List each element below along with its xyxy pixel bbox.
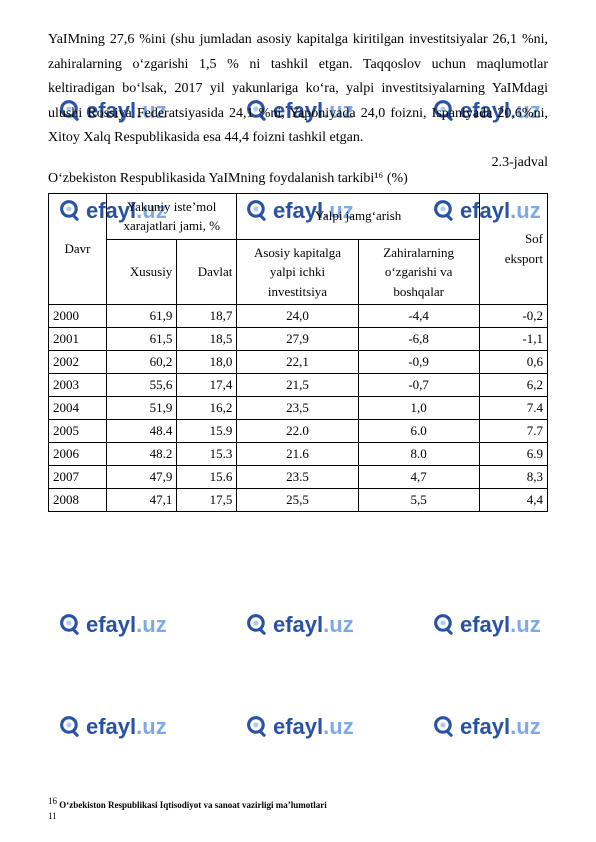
cell-zah: -0,9 (358, 351, 479, 374)
table-row: 200355,617,421,5-0,76,2 (49, 374, 548, 397)
cell-xus: 47,1 (107, 489, 177, 512)
cell-sof: 7.7 (479, 420, 547, 443)
cell-dav: 15.3 (177, 443, 237, 466)
page-number: 11 (48, 811, 57, 821)
th-davr: Davr (49, 193, 107, 305)
watermark: efayl.uz (432, 612, 541, 638)
cell-asos: 24,0 (237, 305, 358, 328)
cell-asos: 23,5 (237, 397, 358, 420)
cell-asos: 23.5 (237, 466, 358, 489)
table-row: 200451,916,223,51,07.4 (49, 397, 548, 420)
cell-asos: 21,5 (237, 374, 358, 397)
th-zah-l1: Zahiralarning (383, 245, 454, 260)
th-asosiy-l3: investitsiya (268, 284, 327, 299)
table-row: 200648.215.321.68.06.9 (49, 443, 548, 466)
cell-dav: 18,5 (177, 328, 237, 351)
cell-year: 2006 (49, 443, 107, 466)
th-zah-l3: boshqalar (393, 284, 444, 299)
table-label: 2.3-jadval (48, 155, 548, 171)
cell-sof: -0,2 (479, 305, 547, 328)
cell-dav: 17,4 (177, 374, 237, 397)
cell-asos: 22.0 (237, 420, 358, 443)
table-row: 200548.415.922.06.07.7 (49, 420, 548, 443)
cell-zah: 5,5 (358, 489, 479, 512)
table-row: 200061,918,724,0-4,4-0,2 (49, 305, 548, 328)
th-asosiy-l2: yalpi ichki (270, 264, 325, 279)
footnote-sup: 16 (48, 796, 57, 806)
table-row: 200747,915.623.54,78,3 (49, 466, 548, 489)
cell-zah: -4,4 (358, 305, 479, 328)
cell-dav: 15.6 (177, 466, 237, 489)
footnote-text: Oʻzbekiston Respublikasi Iqtisodiyot va … (57, 800, 327, 810)
watermark: efayl.uz (432, 714, 541, 740)
cell-dav: 18,7 (177, 305, 237, 328)
cell-zah: 8.0 (358, 443, 479, 466)
cell-asos: 27,9 (237, 328, 358, 351)
cell-sof: 0,6 (479, 351, 547, 374)
cell-year: 2004 (49, 397, 107, 420)
cell-year: 2002 (49, 351, 107, 374)
cell-xus: 47,9 (107, 466, 177, 489)
table-row: 200161,518,527,9-6,8-1,1 (49, 328, 548, 351)
th-sof-l2: eksport (505, 251, 543, 266)
cell-sof: 8,3 (479, 466, 547, 489)
cell-sof: 6.9 (479, 443, 547, 466)
cell-zah: -0,7 (358, 374, 479, 397)
th-sof: Sof eksport (479, 193, 547, 305)
page-content: YaIMning 27,6 %ini (shu jumladan asosiy … (0, 0, 596, 512)
cell-sof: 4,4 (479, 489, 547, 512)
cell-dav: 15.9 (177, 420, 237, 443)
table-body: 200061,918,724,0-4,4-0,2200161,518,527,9… (49, 305, 548, 512)
footnote: 16 Oʻzbekiston Respublikasi Iqtisodiyot … (48, 796, 327, 822)
cell-year: 2008 (49, 489, 107, 512)
cell-xus: 48.2 (107, 443, 177, 466)
th-davlat: Davlat (177, 239, 237, 305)
cell-zah: 1,0 (358, 397, 479, 420)
cell-dav: 18,0 (177, 351, 237, 374)
th-yalpi: Yalpi jamgʻarish (237, 193, 479, 239)
cell-year: 2000 (49, 305, 107, 328)
watermark: efayl.uz (58, 612, 167, 638)
cell-dav: 17,5 (177, 489, 237, 512)
th-yakuniy: Yakuniy isteʼmol xarajatlari jami, % (107, 193, 237, 239)
cell-xus: 61,5 (107, 328, 177, 351)
th-zah: Zahiralarning oʻzgarishi va boshqalar (358, 239, 479, 305)
th-xususiy: Xususiy (107, 239, 177, 305)
cell-zah: 4,7 (358, 466, 479, 489)
cell-year: 2003 (49, 374, 107, 397)
th-asosiy-l1: Asosiy kapitalga (254, 245, 341, 260)
cell-xus: 51,9 (107, 397, 177, 420)
cell-xus: 55,6 (107, 374, 177, 397)
table-title: Oʻzbekiston Respublikasida YaIMning foyd… (48, 171, 548, 187)
table-row: 200847,117,525,55,54,4 (49, 489, 548, 512)
cell-asos: 25,5 (237, 489, 358, 512)
cell-xus: 48.4 (107, 420, 177, 443)
cell-zah: 6.0 (358, 420, 479, 443)
cell-sof: 7.4 (479, 397, 547, 420)
body-paragraph: YaIMning 27,6 %ini (shu jumladan asosiy … (48, 28, 548, 151)
cell-xus: 60,2 (107, 351, 177, 374)
data-table: Davr Yakuniy isteʼmol xarajatlari jami, … (48, 193, 548, 513)
cell-zah: -6,8 (358, 328, 479, 351)
cell-asos: 22,1 (237, 351, 358, 374)
cell-asos: 21.6 (237, 443, 358, 466)
cell-sof: 6,2 (479, 374, 547, 397)
table-row: 200260,218,022,1-0,90,6 (49, 351, 548, 374)
cell-xus: 61,9 (107, 305, 177, 328)
cell-year: 2001 (49, 328, 107, 351)
th-zah-l2: oʻzgarishi va (385, 264, 453, 279)
th-sof-l1: Sof (525, 231, 543, 246)
cell-year: 2005 (49, 420, 107, 443)
cell-year: 2007 (49, 466, 107, 489)
watermark: efayl.uz (245, 612, 354, 638)
watermark: efayl.uz (58, 714, 167, 740)
th-asosiy: Asosiy kapitalga yalpi ichki investitsiy… (237, 239, 358, 305)
cell-sof: -1,1 (479, 328, 547, 351)
cell-dav: 16,2 (177, 397, 237, 420)
watermark: efayl.uz (245, 714, 354, 740)
